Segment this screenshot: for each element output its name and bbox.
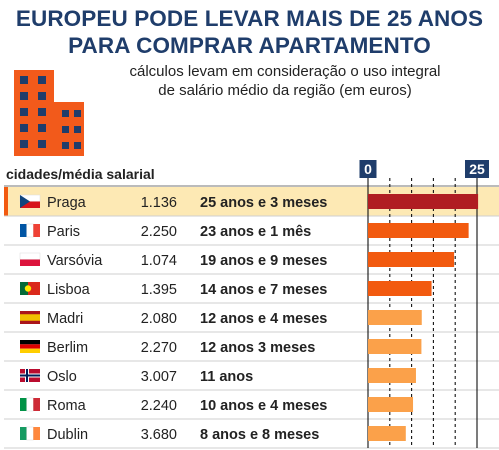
- flag-part: [33, 398, 40, 411]
- flag-part: [20, 282, 28, 295]
- city-label: Paris: [47, 224, 80, 240]
- salary-label: 3.680: [141, 427, 177, 443]
- city-label: Varsóvia: [47, 253, 103, 269]
- bar: [368, 194, 479, 209]
- table-row: Praga 1.136 25 anos e 3 meses: [4, 187, 499, 217]
- city-label: Berlim: [47, 340, 88, 356]
- flag-part: [20, 259, 40, 266]
- salary-label: 2.270: [141, 340, 177, 356]
- flag-part: [20, 427, 27, 440]
- bar: [368, 281, 432, 296]
- city-label: Oslo: [47, 369, 77, 385]
- table-row: Dublin 3.680 8 anos e 8 meses: [4, 426, 499, 449]
- czech-flag: [19, 194, 41, 208]
- city-label: Dublin: [47, 427, 88, 443]
- flag-part: [20, 201, 40, 208]
- city-label: Lisboa: [47, 282, 91, 298]
- flag-part: [20, 374, 40, 377]
- flag-part: [20, 195, 30, 208]
- title-line-1: EUROPEU PODE LEVAR MAIS DE 25 ANOS: [15, 6, 484, 31]
- flag-part: [20, 398, 27, 411]
- time-label: 8 anos e 8 meses: [200, 427, 319, 443]
- subtitle-line-2: de salário médio da região (em euros): [158, 82, 412, 99]
- axis-tick-label: 25: [469, 161, 485, 177]
- time-label: 23 anos e 1 mês: [200, 224, 311, 240]
- salary-label: 3.007: [141, 369, 177, 385]
- flag-part: [20, 224, 27, 237]
- table-row: Madri 2.080 12 anos e 4 meses: [4, 311, 499, 333]
- salary-label: 2.080: [141, 311, 177, 327]
- ireland-flag: [20, 426, 40, 441]
- bar: [368, 426, 406, 441]
- flag-part: [20, 314, 40, 321]
- title-line-2: PARA COMPRAR APARTAMENTO: [68, 33, 431, 58]
- bar: [368, 339, 422, 354]
- table-row: Berlim 2.270 12 anos 3 meses: [4, 340, 499, 362]
- flag-part: [26, 426, 34, 441]
- salary-label: 1.395: [141, 282, 177, 298]
- salary-label: 1.136: [141, 195, 177, 211]
- table-row: Roma 2.240 10 anos e 4 meses: [4, 397, 499, 420]
- italy-flag: [20, 397, 40, 412]
- subtitle-line-1: cálculos levam em consideração o uso int…: [129, 63, 441, 80]
- bar: [368, 310, 422, 325]
- flag-part: [19, 252, 41, 260]
- time-label: 12 anos 3 meses: [200, 340, 315, 356]
- building-icon: [14, 70, 84, 156]
- column-header: cidades/média salarial: [6, 166, 155, 182]
- france-flag: [20, 223, 40, 238]
- bar: [368, 368, 416, 383]
- salary-label: 2.250: [141, 224, 177, 240]
- table-row: Paris 2.250 23 anos e 1 mês: [4, 223, 499, 246]
- flag-part: [20, 344, 40, 349]
- salary-label: 1.074: [141, 253, 177, 269]
- row-highlight-marker: [4, 187, 8, 216]
- salary-label: 2.240: [141, 398, 177, 414]
- flag-part: [24, 285, 32, 292]
- table-row: Varsóvia 1.074 19 anos e 9 meses: [4, 252, 499, 275]
- axis-badge: [359, 160, 377, 178]
- flag-part: [33, 427, 40, 440]
- time-label: 12 anos e 4 meses: [200, 311, 327, 327]
- time-label: 25 anos e 3 meses: [200, 195, 327, 211]
- time-label: 14 anos e 7 meses: [200, 282, 327, 298]
- time-label: 11 anos: [200, 369, 253, 385]
- table-row: Lisboa 1.395 14 anos e 7 meses: [4, 282, 499, 304]
- flag-part: [26, 397, 34, 412]
- axis-tick-label: 0: [364, 161, 372, 177]
- axis-badge: [465, 160, 489, 178]
- city-label: Roma: [47, 398, 87, 414]
- table-row: Oslo 3.007 11 anos: [4, 369, 499, 391]
- germany-flag: [20, 340, 40, 353]
- flag-part: [20, 340, 40, 345]
- norway-flag: [20, 369, 40, 382]
- time-label: 10 anos e 4 meses: [200, 398, 327, 414]
- bar: [368, 397, 414, 412]
- flag-part: [28, 282, 40, 295]
- bar: [368, 223, 469, 238]
- poland-flag: [19, 252, 41, 266]
- city-label: Praga: [47, 195, 87, 211]
- portugal-flag: [20, 282, 40, 295]
- time-label: 19 anos e 9 meses: [200, 253, 327, 269]
- flag-part: [33, 224, 40, 237]
- bar: [368, 252, 455, 267]
- flag-part: [26, 223, 34, 238]
- spain-flag: [20, 311, 40, 324]
- flag-part: [20, 348, 40, 353]
- city-label: Madri: [47, 311, 83, 327]
